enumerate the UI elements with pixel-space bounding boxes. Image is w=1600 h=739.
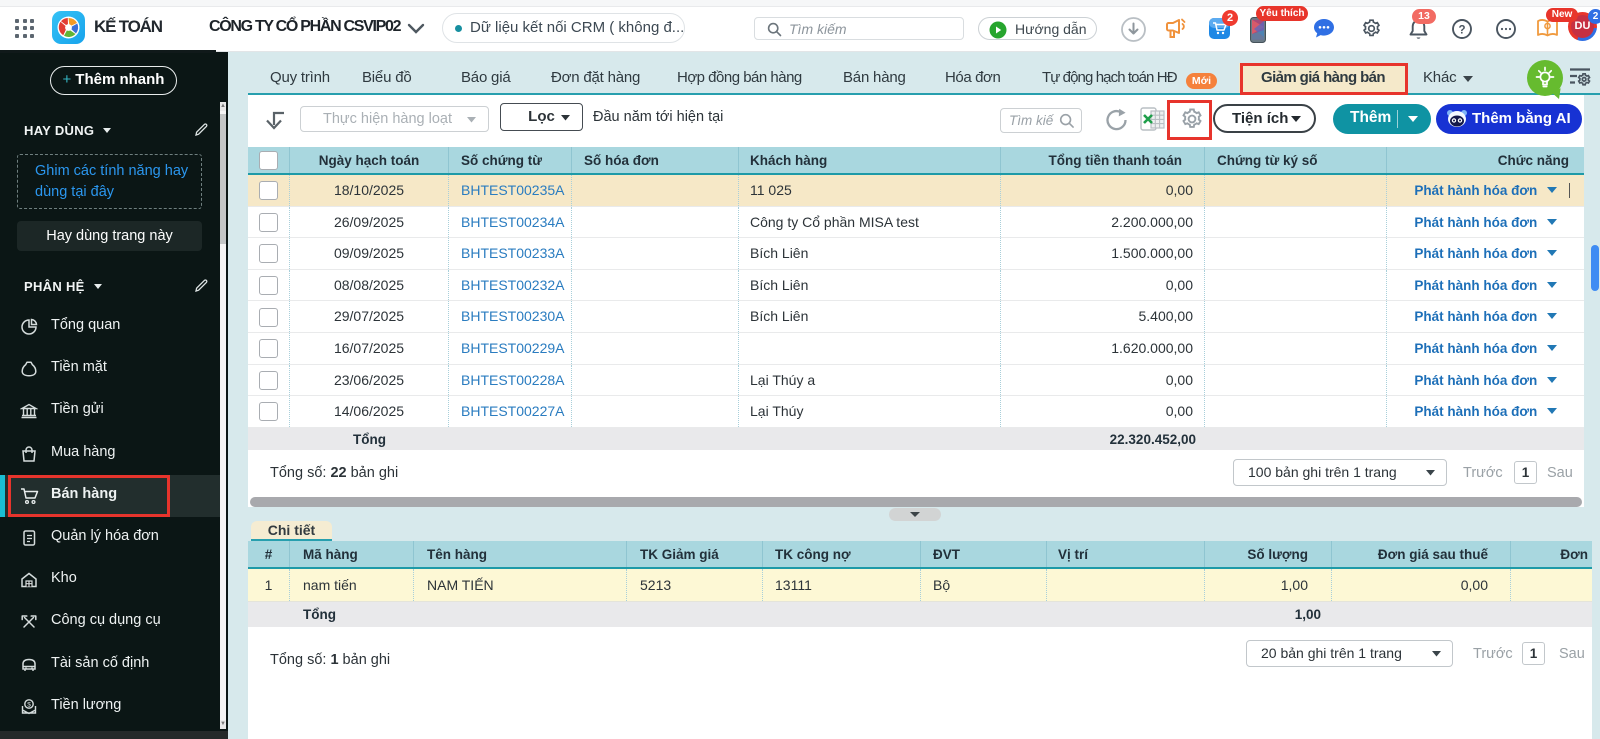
svg-text:$: $ [27,701,31,708]
svg-text:?: ? [1458,24,1465,36]
